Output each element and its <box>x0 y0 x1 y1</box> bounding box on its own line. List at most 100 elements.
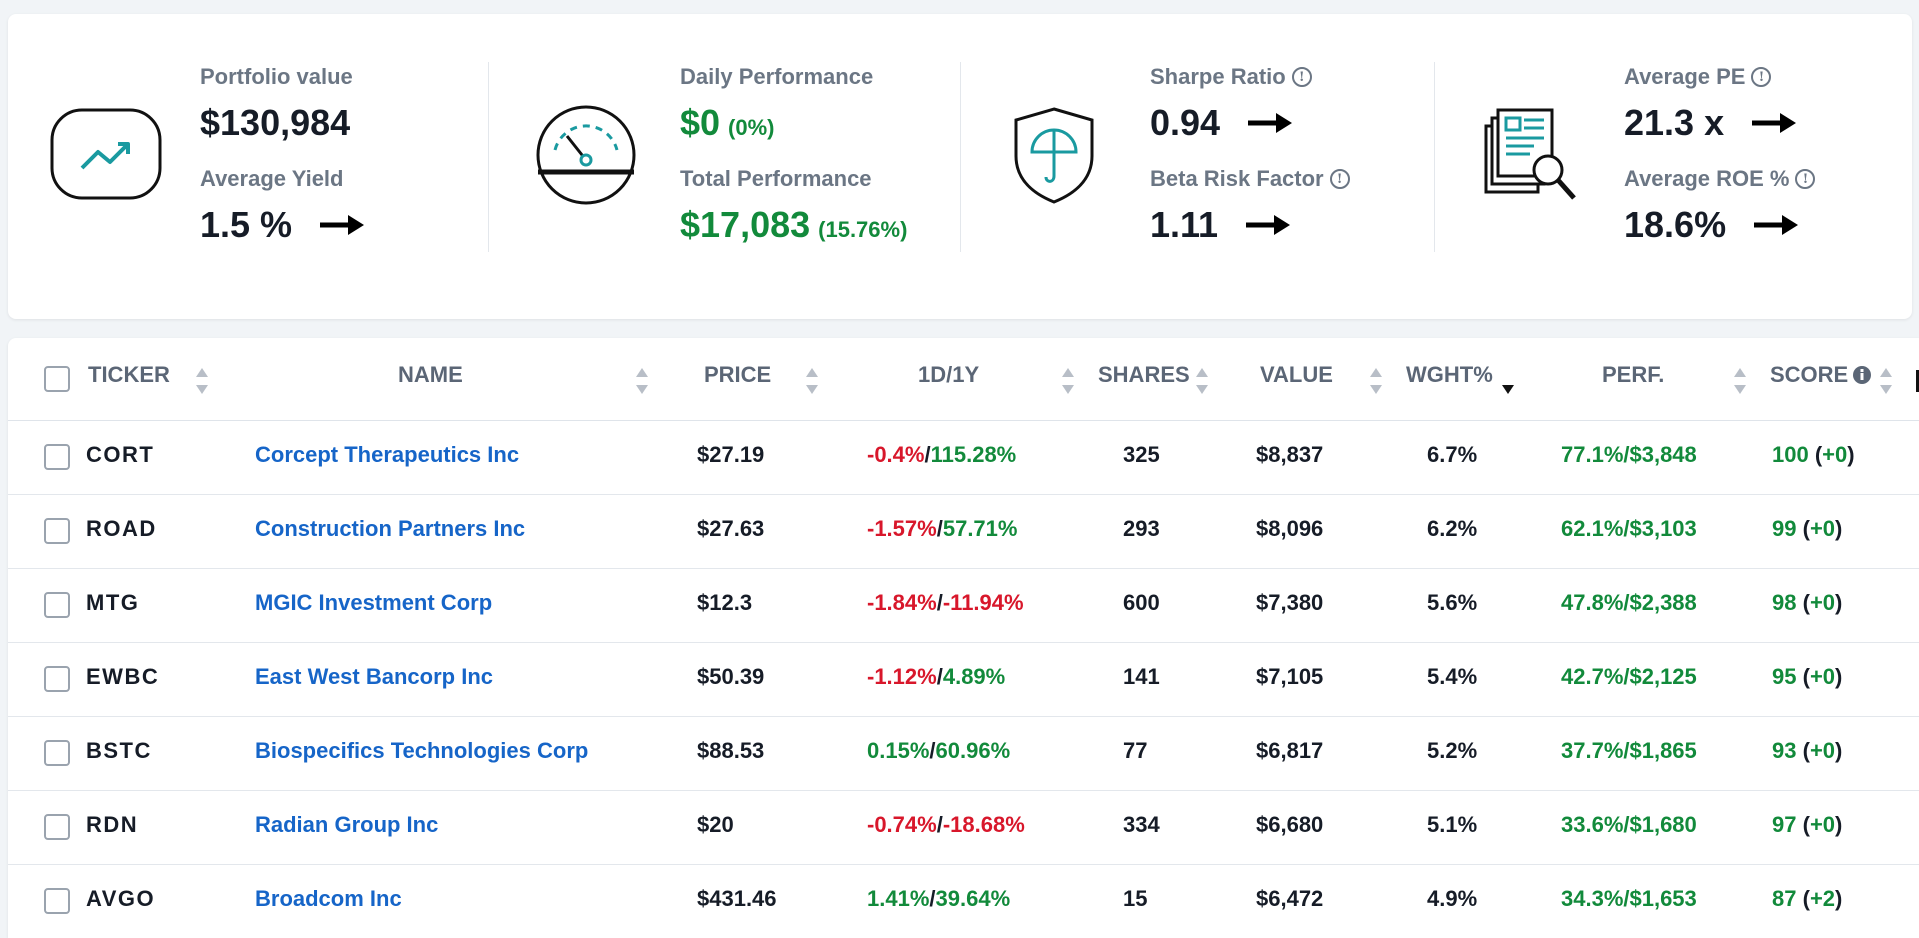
ticker-cell: BSTC <box>86 738 152 763</box>
change-cell: 1.41%/39.64% <box>867 886 1011 911</box>
column-header-ticker[interactable]: TICKER <box>88 362 170 387</box>
score-value: 93 <box>1772 738 1797 763</box>
sort-score-icon[interactable] <box>1880 368 1892 394</box>
weight-cell: 5.2% <box>1427 738 1478 763</box>
company-name-link[interactable]: Construction Partners Inc <box>255 516 526 541</box>
next-column-edge <box>1916 370 1919 392</box>
sort-value-icon[interactable] <box>1370 368 1382 394</box>
column-header-perf[interactable]: PERF. <box>1602 362 1665 387</box>
table-row[interactable]: RDN Radian Group Inc $20 -0.74%/-18.68% … <box>8 790 1919 865</box>
table-row[interactable]: BSTC Biospecifics Technologies Corp $88.… <box>8 716 1919 791</box>
sort-change-icon[interactable] <box>1062 368 1074 394</box>
weight-cell: 5.1% <box>1427 812 1478 837</box>
average-pe-value: 21.3 x <box>1624 102 1725 143</box>
arrow-right-icon[interactable] <box>1750 111 1797 135</box>
average-roe-label-row: Average ROE % ! <box>1624 166 1816 192</box>
change-1y: -11.94% <box>942 590 1024 615</box>
beta-risk-label: Beta Risk Factor <box>1150 166 1324 191</box>
perf-cell: 77.1%/$3,848 <box>1561 442 1697 467</box>
column-header-value[interactable]: VALUE <box>1260 362 1333 387</box>
ticker-cell: MTG <box>86 590 140 615</box>
table-row[interactable]: ROAD Construction Partners Inc $27.63 -1… <box>8 494 1919 569</box>
table-row[interactable]: EWBC East West Bancorp Inc $50.39 -1.12%… <box>8 642 1919 717</box>
daily-performance-pct: (0%) <box>728 115 775 140</box>
column-header-price[interactable]: PRICE <box>704 362 772 387</box>
column-header-shares[interactable]: SHARES <box>1098 362 1190 387</box>
price-cell: $12.3 <box>697 590 753 615</box>
score-delta: +0 <box>1809 812 1836 837</box>
sharpe-ratio-label: Sharpe Ratio <box>1150 64 1286 89</box>
total-performance-value: $17,083 <box>680 204 811 245</box>
price-cell: $20 <box>697 812 734 837</box>
column-header-score[interactable]: SCORE <box>1770 362 1849 387</box>
row-checkbox[interactable] <box>44 888 70 914</box>
perf-cell: 47.8%/$2,388 <box>1561 590 1697 615</box>
row-checkbox[interactable] <box>44 444 70 470</box>
company-name-link[interactable]: East West Bancorp Inc <box>255 664 493 689</box>
row-checkbox[interactable] <box>44 592 70 618</box>
row-checkbox[interactable] <box>44 814 70 840</box>
company-name-link[interactable]: Radian Group Inc <box>255 812 439 837</box>
trend-up-icon <box>50 108 162 200</box>
info-icon[interactable]: ! <box>1795 169 1816 189</box>
table-row[interactable]: AVGO Broadcom Inc $431.46 1.41%/39.64% 1… <box>8 864 1919 938</box>
average-yield-label: Average Yield <box>200 166 344 191</box>
metric-divider <box>960 62 961 252</box>
change-1y: 39.64% <box>935 886 1011 911</box>
company-name-link[interactable]: Corcept Therapeutics Inc <box>255 442 520 467</box>
sort-price-icon[interactable] <box>806 368 818 394</box>
portfolio-value-label: Portfolio value <box>200 64 353 89</box>
change-cell: -0.74%/-18.68% <box>867 812 1025 837</box>
weight-cell: 6.7% <box>1427 442 1478 467</box>
info-icon[interactable] <box>1852 365 1872 385</box>
arrow-right-icon[interactable] <box>1244 213 1291 237</box>
sort-weight-icon[interactable] <box>1502 368 1514 394</box>
company-name-link[interactable]: Broadcom Inc <box>255 886 402 911</box>
average-yield-row: 1.5 % <box>200 204 365 246</box>
info-icon[interactable]: ! <box>1291 67 1312 87</box>
score-cell: 100 (+0) <box>1772 442 1855 467</box>
score-value: 87 <box>1772 886 1797 911</box>
value-cell: $7,380 <box>1256 590 1324 615</box>
table-row[interactable]: MTG MGIC Investment Corp $12.3 -1.84%/-1… <box>8 568 1919 643</box>
weight-cell: 5.6% <box>1427 590 1478 615</box>
average-roe-row: 18.6% <box>1624 204 1799 246</box>
company-name-link[interactable]: Biospecifics Technologies Corp <box>255 738 589 763</box>
score-value: 97 <box>1772 812 1797 837</box>
value-cell: $8,096 <box>1256 516 1324 541</box>
score-cell: 87 (+2) <box>1772 886 1843 911</box>
score-cell: 98 (+0) <box>1772 590 1843 615</box>
report-search-icon <box>1484 108 1576 200</box>
sort-name-icon[interactable] <box>636 368 648 394</box>
total-performance-pct: (15.76%) <box>818 217 908 242</box>
column-header-name[interactable]: NAME <box>398 362 463 387</box>
change-cell: -0.4%/115.28% <box>867 442 1017 467</box>
column-header-weight[interactable]: WGHT% <box>1406 362 1493 387</box>
table-row[interactable]: CORT Corcept Therapeutics Inc $27.19 -0.… <box>8 420 1919 495</box>
sort-perf-icon[interactable] <box>1734 368 1746 394</box>
column-header-change[interactable]: 1D/1Y <box>918 362 980 387</box>
sort-shares-icon[interactable] <box>1196 368 1208 394</box>
row-checkbox[interactable] <box>44 740 70 766</box>
select-all-checkbox[interactable] <box>44 366 70 392</box>
average-roe-label: Average ROE % <box>1624 166 1790 191</box>
average-roe-value: 18.6% <box>1624 204 1727 245</box>
row-checkbox[interactable] <box>44 518 70 544</box>
row-checkbox[interactable] <box>44 666 70 692</box>
arrow-right-icon[interactable] <box>1246 111 1293 135</box>
change-1d: 1.41% <box>867 886 930 911</box>
info-icon[interactable]: ! <box>1329 169 1350 189</box>
ticker-cell: ROAD <box>86 516 157 541</box>
score-delta: +0 <box>1809 738 1836 763</box>
info-icon[interactable]: ! <box>1751 67 1772 87</box>
umbrella-shield-icon <box>1014 107 1094 204</box>
arrow-right-icon[interactable] <box>318 213 365 237</box>
score-cell: 93 (+0) <box>1772 738 1843 763</box>
company-name-link[interactable]: MGIC Investment Corp <box>255 590 493 615</box>
change-1d: -0.4% <box>867 442 925 467</box>
arrow-right-icon[interactable] <box>1752 213 1799 237</box>
sort-ticker-icon[interactable] <box>196 368 208 394</box>
weight-cell: 4.9% <box>1427 886 1478 911</box>
holdings-table: TICKER NAME PRICE 1D/1Y SHARES VALUE WGH… <box>8 338 1919 938</box>
score-value: 100 <box>1772 442 1809 467</box>
